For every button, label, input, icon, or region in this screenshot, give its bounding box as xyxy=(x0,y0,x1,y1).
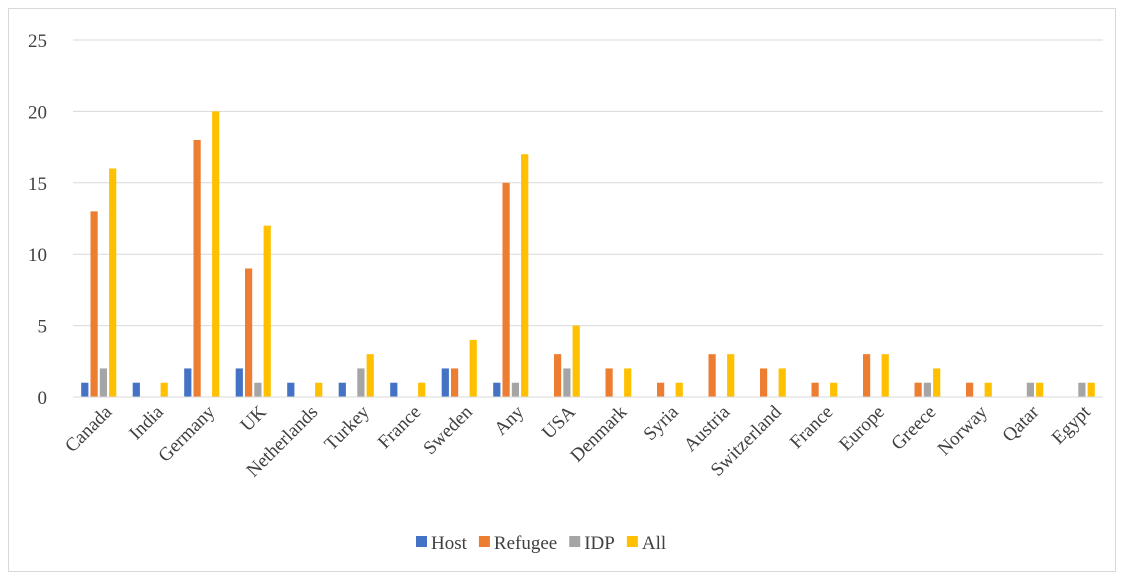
bar-all-france xyxy=(830,382,838,397)
bar-refugee-switzerland xyxy=(760,368,768,397)
bar-host-sweden xyxy=(441,368,449,397)
bar-host-india xyxy=(132,382,140,397)
legend-swatch-host xyxy=(416,536,427,547)
category-label: Qatar xyxy=(999,401,1044,446)
bar-idp-uk xyxy=(254,382,262,397)
y-tick-label: 5 xyxy=(38,317,48,338)
category-label: USA xyxy=(538,401,580,443)
bar-all-any xyxy=(521,154,529,397)
bar-all-germany xyxy=(212,111,220,398)
y-tick-label: 10 xyxy=(28,245,47,266)
y-tick-label: 0 xyxy=(38,388,48,409)
category-label: Norway xyxy=(934,401,992,459)
bar-all-netherlands xyxy=(315,382,323,397)
bar-host-uk xyxy=(235,368,243,397)
gridlines xyxy=(73,39,1103,327)
bar-all-syria xyxy=(675,382,683,397)
legend-swatch-all xyxy=(626,536,638,547)
bar-all-switzerland xyxy=(778,368,786,397)
bar-host-france xyxy=(390,382,398,397)
bar-idp-usa xyxy=(563,368,571,397)
bar-all-india xyxy=(160,382,168,397)
bar-refugee-europe xyxy=(863,354,871,397)
bar-idp-canada xyxy=(99,368,107,397)
bar-refugee-france xyxy=(811,382,819,397)
bar-all-qatar xyxy=(1036,382,1044,397)
bar-all-austria xyxy=(727,354,735,397)
y-axis-ticks: 0 5 10 15 20 25 xyxy=(28,31,47,409)
bar-refugee-germany xyxy=(193,139,201,397)
bar-all-turkey xyxy=(366,354,374,397)
bar-all-uk xyxy=(263,225,271,397)
y-tick-label: 15 xyxy=(28,174,47,195)
bar-refugee-denmark xyxy=(605,368,613,397)
bar-host-netherlands xyxy=(287,382,295,397)
bar-refugee-syria xyxy=(657,382,665,397)
legend-label: Refugee xyxy=(494,533,557,554)
category-label: UK xyxy=(237,401,271,435)
category-label: India xyxy=(125,401,168,444)
legend-swatch-refugee xyxy=(478,536,490,547)
legend-swatch-idp xyxy=(569,536,581,547)
bar-host-germany xyxy=(184,368,192,397)
bar-idp-greece xyxy=(923,382,931,397)
bar-idp-qatar xyxy=(1026,382,1034,397)
y-tick-label: 20 xyxy=(28,102,47,123)
legend-label: All xyxy=(642,533,666,554)
chart-frame xyxy=(8,8,1116,572)
bar-host-canada xyxy=(81,382,89,397)
bar-idp-turkey xyxy=(357,368,365,397)
category-label: Canada xyxy=(61,401,117,457)
bar-host-turkey xyxy=(338,382,346,397)
bar-refugee-usa xyxy=(554,354,562,397)
category-label: Denmark xyxy=(566,401,631,466)
bar-all-egypt xyxy=(1087,382,1095,397)
category-label: Any xyxy=(490,401,528,439)
bar-all-denmark xyxy=(624,368,632,397)
category-label: Germany xyxy=(154,401,219,466)
category-label: Syria xyxy=(640,401,684,445)
category-label: France xyxy=(374,402,425,453)
bar-host-any xyxy=(493,382,501,397)
bar-refugee-norway xyxy=(966,382,974,397)
category-label: France xyxy=(786,402,837,453)
bar-all-canada xyxy=(109,168,117,397)
bar-all-europe xyxy=(881,354,889,397)
bar-all-norway xyxy=(984,382,992,397)
legend-label: IDP xyxy=(584,533,615,554)
bar-all-greece xyxy=(933,368,941,397)
category-label: Egypt xyxy=(1048,401,1095,448)
bar-all-france xyxy=(418,382,426,397)
bar-all-usa xyxy=(572,325,580,397)
bar-refugee-austria xyxy=(708,354,716,397)
bar-refugee-uk xyxy=(245,268,253,397)
y-tick-label: 25 xyxy=(28,31,47,52)
bar-idp-any xyxy=(511,382,519,397)
category-label: Greece xyxy=(887,402,940,455)
bar-refugee-canada xyxy=(90,211,98,397)
category-label: Europe xyxy=(835,402,889,456)
bars xyxy=(81,111,1095,398)
bar-refugee-any xyxy=(502,182,510,397)
legend-label: Host xyxy=(431,533,468,554)
category-label: Turkey xyxy=(321,401,375,455)
bar-refugee-greece xyxy=(914,382,922,397)
bar-refugee-sweden xyxy=(451,368,459,397)
bar-all-sweden xyxy=(469,339,477,397)
legend: Host Refugee IDP All xyxy=(416,533,666,554)
category-label: Sweden xyxy=(419,401,477,459)
bar-idp-egypt xyxy=(1078,382,1086,397)
